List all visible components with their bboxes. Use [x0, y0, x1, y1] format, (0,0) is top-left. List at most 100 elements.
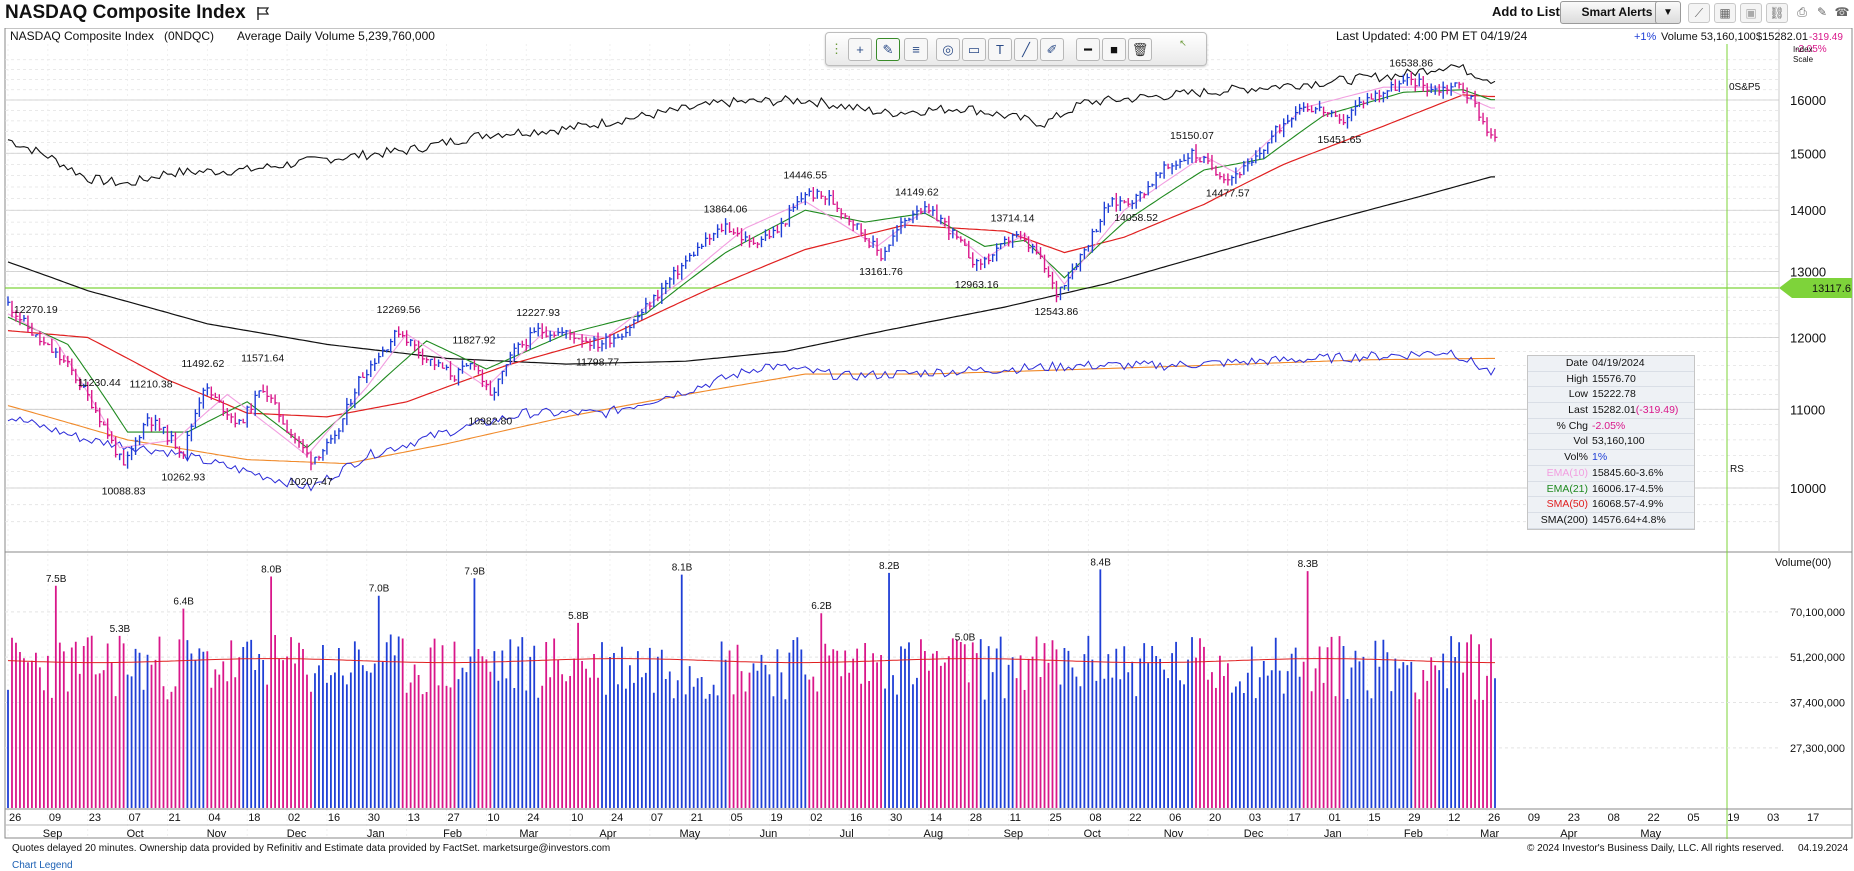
price-bar [393, 329, 398, 346]
pencil-icon[interactable]: ✐ [1040, 38, 1064, 61]
price-bar [1227, 173, 1231, 186]
chart-legend-link[interactable]: Chart Legend [12, 860, 73, 871]
price-bar [262, 384, 266, 393]
price-bar [477, 365, 481, 375]
x-tick-label: 24 [527, 812, 539, 824]
info-pct-volume: +1% [1634, 31, 1657, 43]
vol-tick-label: 70,100,000 [1790, 607, 1845, 619]
price-bar [1422, 76, 1426, 92]
trendline-icon[interactable]: ╱ [1014, 38, 1038, 61]
price-bar [665, 280, 669, 295]
x-tick-label: 22 [1129, 812, 1141, 824]
x-tick-label: 20 [1209, 812, 1221, 824]
price-bar [1470, 95, 1474, 100]
price-bar [1366, 92, 1370, 106]
x-month-label: Dec [1244, 828, 1264, 840]
price-bar [1115, 192, 1119, 212]
info-row: Vol% 1% [1528, 450, 1694, 466]
price-bar [1123, 199, 1127, 204]
price-chart[interactable]: NASDAQ Composite Index (0NDQC) Average Dai… [0, 28, 1854, 840]
price-bar [804, 192, 808, 206]
price-bar [1099, 218, 1103, 233]
flag-icon[interactable] [256, 5, 270, 21]
chevron-down-icon[interactable]: ▼ [1655, 1, 1681, 24]
link-icon[interactable]: ⛓ [1766, 3, 1788, 23]
vol-tick-label: 51,200,000 [1790, 652, 1845, 664]
price-bar [1434, 85, 1438, 95]
price-bar [182, 451, 186, 459]
price-bar [206, 383, 210, 396]
price-bar [150, 417, 155, 432]
price-annotation: 13161.76 [859, 266, 903, 278]
trash-icon[interactable]: 🗑 [1128, 38, 1152, 61]
price-bar [1482, 112, 1486, 125]
image-icon[interactable]: ▣ [1740, 3, 1762, 23]
price-bar [601, 340, 605, 352]
price-bar [677, 265, 681, 280]
price-bar [940, 214, 944, 225]
x-month-label: Feb [443, 828, 462, 840]
price-bar [1279, 124, 1283, 134]
price-bar [908, 217, 912, 222]
price-bar [174, 432, 178, 450]
price-bar [106, 418, 111, 439]
price-bar [864, 229, 868, 243]
price-bar [98, 407, 103, 428]
x-tick-label: 28 [970, 812, 982, 824]
phone-icon[interactable]: ☎ [1834, 5, 1850, 19]
smart-alerts-button[interactable]: Smart Alerts [1560, 1, 1674, 24]
price-bar [896, 225, 900, 242]
price-bar [1071, 263, 1075, 280]
color-swatch-icon[interactable]: ■ [1102, 38, 1126, 61]
price-bar [505, 364, 509, 377]
price-bar [286, 419, 290, 434]
price-bar [920, 207, 924, 215]
price-bar [238, 419, 242, 425]
line-width-icon[interactable]: ━ [1076, 38, 1100, 61]
info-key: SMA(50) [1546, 498, 1588, 511]
price-bar [988, 253, 992, 265]
price-bar [278, 402, 282, 423]
price-bar [637, 311, 641, 323]
info-change: -319.49 [1809, 32, 1843, 43]
price-annotation: 10207.47 [289, 476, 333, 488]
info-value: -2.05% [1592, 419, 1626, 432]
rectangle-icon[interactable]: ▭ [962, 38, 986, 61]
price-annotation: 12270.19 [14, 304, 58, 316]
price-bar [1007, 236, 1012, 247]
price-bar [1003, 236, 1008, 246]
price-bar [266, 385, 270, 402]
price-bar [1183, 154, 1187, 162]
price-bar [772, 226, 776, 239]
collapse-icon[interactable]: ↖ [1179, 38, 1187, 48]
price-bar [1458, 81, 1462, 89]
tools-icon[interactable]: ✎ [1816, 5, 1828, 19]
crosshair-icon[interactable]: + [848, 38, 872, 61]
price-bar [250, 403, 254, 414]
price-bar [956, 230, 960, 240]
price-bar [1163, 161, 1167, 179]
price-bar [904, 217, 908, 229]
pen-icon[interactable]: ✎ [876, 38, 900, 61]
price-bar [374, 358, 378, 371]
price-bar [1015, 231, 1020, 238]
drag-handle-icon[interactable]: ⋮ [830, 41, 843, 56]
price-bar [1386, 90, 1390, 100]
price-annotation: 14477.57 [1206, 188, 1250, 200]
list-icon[interactable]: ≡ [904, 38, 928, 61]
magnet-icon[interactable]: ◎ [936, 38, 960, 61]
price-bar [1139, 190, 1143, 202]
grid-icon[interactable]: ▦ [1714, 3, 1736, 23]
print-icon[interactable]: ⎙ [1797, 5, 1807, 19]
price-bar [71, 358, 75, 376]
price-bar [912, 210, 916, 224]
chart-line-icon[interactable]: ⟋ [1688, 3, 1710, 23]
price-bar [485, 379, 489, 391]
price-bar [1410, 71, 1414, 86]
price-annotation: 13714.14 [991, 212, 1035, 224]
text-icon[interactable]: T [988, 38, 1012, 61]
price-bar [1167, 163, 1171, 170]
price-bar [1338, 113, 1343, 124]
price-bar [1155, 171, 1159, 190]
price-bar [1159, 172, 1163, 179]
